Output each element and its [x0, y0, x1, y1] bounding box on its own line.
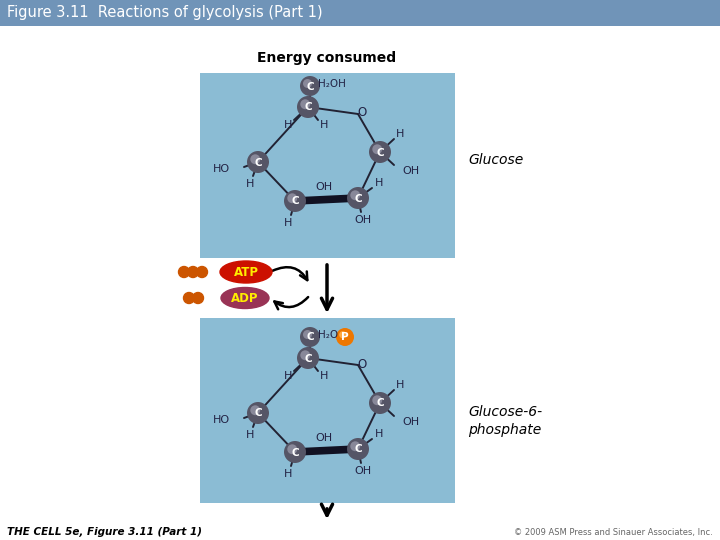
Circle shape [347, 438, 369, 460]
Text: H: H [284, 218, 292, 228]
Text: H₂OH: H₂OH [318, 79, 346, 89]
Text: O: O [357, 106, 366, 119]
Circle shape [300, 76, 320, 96]
Circle shape [336, 328, 354, 346]
FancyBboxPatch shape [0, 0, 720, 26]
Text: C: C [306, 82, 314, 91]
Text: H: H [284, 469, 292, 479]
Circle shape [372, 144, 382, 154]
Text: P: P [341, 333, 348, 342]
Text: ADP: ADP [231, 292, 258, 305]
Text: C: C [376, 147, 384, 158]
Text: OH: OH [315, 433, 333, 443]
Circle shape [197, 267, 207, 278]
Text: C: C [254, 408, 262, 418]
Ellipse shape [220, 261, 272, 283]
Circle shape [187, 267, 199, 278]
Circle shape [251, 406, 260, 415]
Text: Glucose-6-
phosphate: Glucose-6- phosphate [468, 405, 542, 437]
Text: THE CELL 5e, Figure 3.11 (Part 1): THE CELL 5e, Figure 3.11 (Part 1) [7, 527, 202, 537]
Text: Figure 3.11  Reactions of glycolysis (Part 1): Figure 3.11 Reactions of glycolysis (Par… [7, 5, 323, 21]
Text: OH: OH [354, 466, 372, 476]
Text: H: H [246, 430, 254, 440]
Text: H: H [375, 178, 383, 188]
Text: HO: HO [213, 415, 230, 425]
Circle shape [303, 79, 312, 88]
Text: H₂O: H₂O [318, 330, 338, 340]
Circle shape [339, 331, 346, 339]
Text: Glucose: Glucose [468, 153, 523, 167]
FancyBboxPatch shape [200, 318, 455, 503]
Text: OH: OH [402, 417, 419, 427]
Circle shape [284, 190, 306, 212]
Circle shape [369, 141, 391, 163]
Text: Energy consumed: Energy consumed [258, 51, 397, 65]
Circle shape [247, 402, 269, 424]
Text: H: H [396, 380, 404, 390]
Circle shape [297, 96, 319, 118]
Text: C: C [304, 354, 312, 363]
Circle shape [287, 444, 297, 454]
FancyArrowPatch shape [274, 297, 308, 309]
Circle shape [300, 99, 310, 109]
Text: H: H [320, 371, 328, 381]
Ellipse shape [221, 287, 269, 308]
Text: OH: OH [354, 215, 372, 225]
Circle shape [179, 267, 189, 278]
Circle shape [287, 193, 297, 203]
Circle shape [184, 293, 194, 303]
Text: H: H [246, 179, 254, 189]
Circle shape [247, 151, 269, 173]
Text: C: C [354, 193, 362, 204]
Text: H: H [320, 120, 328, 130]
Text: OH: OH [315, 182, 333, 192]
Text: C: C [354, 444, 362, 455]
FancyArrowPatch shape [272, 267, 307, 280]
Circle shape [303, 330, 312, 339]
Circle shape [351, 190, 360, 200]
Text: C: C [376, 399, 384, 408]
Text: H: H [375, 429, 383, 439]
Circle shape [297, 347, 319, 369]
Text: H: H [284, 120, 292, 130]
Text: HO: HO [213, 164, 230, 174]
Circle shape [351, 441, 360, 451]
Circle shape [251, 154, 260, 164]
Text: O: O [357, 357, 366, 370]
FancyBboxPatch shape [200, 73, 455, 258]
Text: OH: OH [402, 166, 419, 176]
Text: C: C [291, 448, 299, 457]
Circle shape [300, 327, 320, 347]
Text: C: C [304, 103, 312, 112]
Text: H: H [396, 129, 404, 139]
Text: C: C [291, 197, 299, 206]
Circle shape [372, 395, 382, 405]
Circle shape [300, 350, 310, 360]
Text: © 2009 ASM Press and Sinauer Associates, Inc.: © 2009 ASM Press and Sinauer Associates,… [514, 528, 713, 537]
Circle shape [369, 392, 391, 414]
Text: H: H [284, 371, 292, 381]
Text: C: C [306, 333, 314, 342]
Circle shape [347, 187, 369, 209]
Text: ATP: ATP [233, 266, 258, 279]
Text: C: C [254, 158, 262, 167]
Circle shape [284, 441, 306, 463]
Circle shape [192, 293, 204, 303]
